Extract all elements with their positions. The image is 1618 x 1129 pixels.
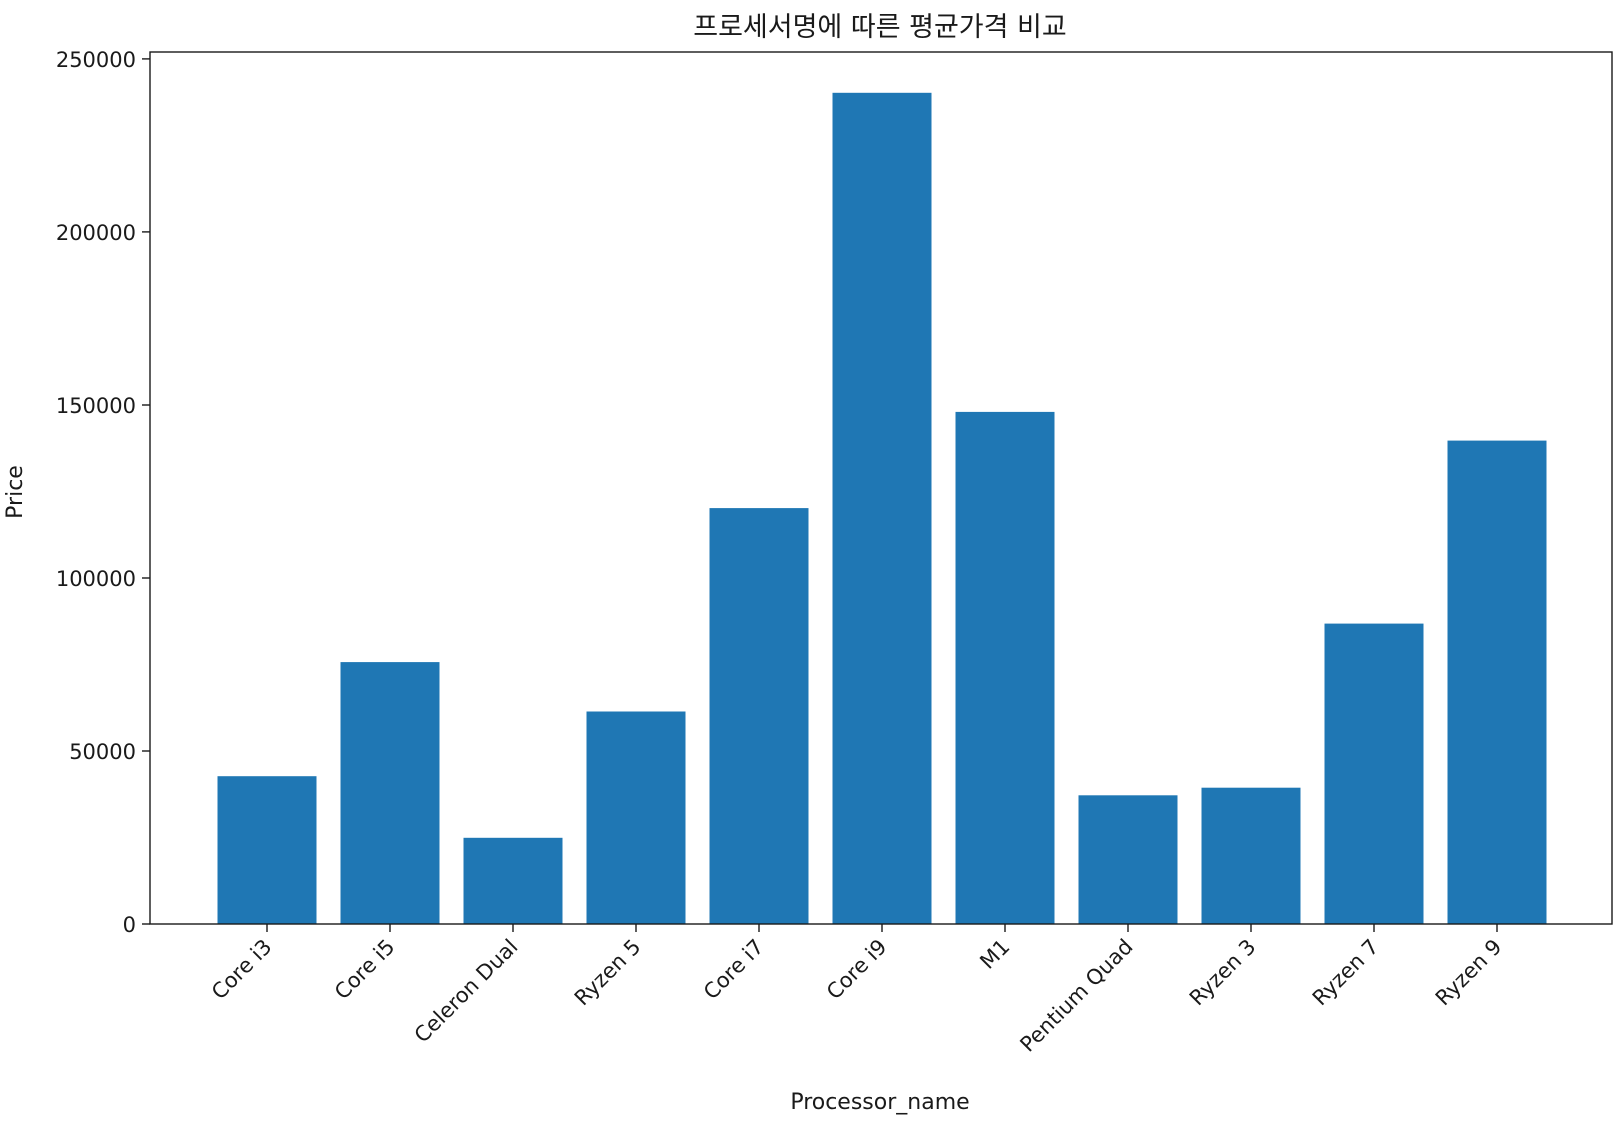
x-tick-label: Ryzen 5 xyxy=(570,935,646,1011)
x-axis-label: Processor_name xyxy=(790,1090,969,1115)
x-tick-label: Pentium Quad xyxy=(1015,935,1137,1057)
x-tick-label: Core i5 xyxy=(330,935,400,1005)
bar-pentium-quad xyxy=(1078,795,1178,924)
chart-title: 프로세서명에 따른 평균가격 비교 xyxy=(693,12,1067,43)
bar-ryzen-5 xyxy=(586,711,686,924)
y-tick-label: 50000 xyxy=(69,740,136,764)
bar-core-i5 xyxy=(340,662,440,924)
y-tick-label: 0 xyxy=(123,913,136,937)
y-tick-label: 100000 xyxy=(56,567,136,591)
x-tick-label: Core i7 xyxy=(699,935,769,1005)
bar-core-i7 xyxy=(709,508,809,924)
bar-ryzen-9 xyxy=(1447,440,1547,924)
bar-ryzen-3 xyxy=(1201,787,1301,924)
plot-frame xyxy=(149,51,1613,925)
x-tick-label: Celeron Dual xyxy=(410,935,523,1048)
bar-core-i3 xyxy=(217,776,317,924)
x-tick-label: Core i3 xyxy=(207,935,277,1005)
bar-ryzen-7 xyxy=(1324,623,1424,924)
y-axis-label: Price xyxy=(3,465,28,519)
x-tick-label: Core i9 xyxy=(822,935,892,1005)
x-tick-label: M1 xyxy=(975,935,1014,974)
y-tick-label: 250000 xyxy=(56,48,136,72)
x-tick-label: Ryzen 3 xyxy=(1185,935,1261,1011)
bar-core-i9 xyxy=(832,92,932,925)
bar-celeron-dual xyxy=(463,837,563,924)
y-tick-label: 200000 xyxy=(56,221,136,245)
bar-m1 xyxy=(955,411,1055,924)
x-tick-label: Ryzen 7 xyxy=(1308,935,1384,1011)
plot-area: 0 50000 100000 150000 200000 250000 Core i3 Cor… xyxy=(56,48,1613,1057)
x-tick-label: Ryzen 9 xyxy=(1431,935,1507,1011)
y-tick-label: 150000 xyxy=(56,394,136,418)
